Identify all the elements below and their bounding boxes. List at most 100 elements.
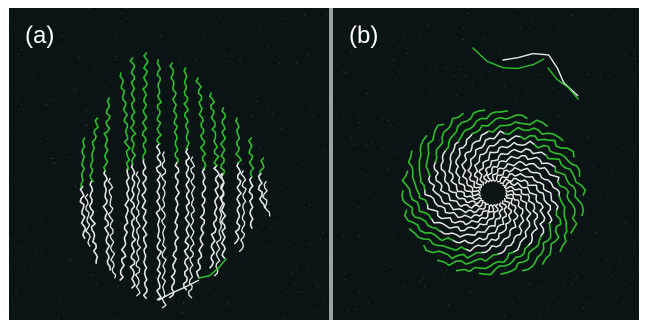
polymer-chain: [467, 130, 506, 191]
polymer-chain: [262, 180, 271, 217]
polymer-chain: [89, 117, 99, 183]
polymer-chain: [401, 170, 432, 220]
polymer-chain: [502, 52, 579, 97]
polymer-chain: [183, 67, 190, 150]
polymer-chain: [119, 72, 131, 171]
polymer-chain: [502, 180, 546, 237]
polymer-chain: [493, 166, 561, 198]
polymer-chain: [472, 47, 545, 70]
polymer-chain: [500, 235, 542, 275]
polymer-chain: [88, 180, 99, 264]
polymer-chain: [84, 193, 91, 247]
polymer-chain: [428, 174, 490, 214]
panel-b-label: (b): [349, 22, 379, 49]
polymer-chain: [439, 202, 504, 238]
polymer-chain: [198, 258, 227, 279]
polymer-chain: [455, 251, 515, 273]
polymer-chain: [503, 126, 564, 142]
polymer-chain: [440, 149, 484, 205]
polymer-chain: [490, 160, 560, 183]
polymer-chain: [208, 92, 220, 167]
panel-b: (b): [333, 8, 639, 320]
polymer-chain: [478, 140, 536, 186]
polymer-chain: [129, 163, 137, 289]
polymer-chain: [168, 161, 180, 299]
panel-a-label: (a): [25, 22, 55, 49]
polymer-chain: [455, 132, 481, 197]
polymer-chain: [160, 151, 167, 309]
polymer-chain: [545, 154, 587, 196]
polymer-chain: [448, 140, 483, 201]
panel-b-canvas: [333, 8, 639, 320]
polymer-chain: [141, 52, 149, 160]
polymer-chain: [238, 170, 247, 253]
panel-a: (a): [9, 8, 329, 320]
polymer-chain: [220, 173, 227, 259]
polymer-chain: [234, 162, 242, 245]
panel-a-canvas: [9, 8, 329, 320]
polymer-chain: [464, 197, 513, 252]
polymer-chain: [505, 189, 532, 253]
polymer-chain: [519, 134, 575, 158]
polymer-chain: [558, 195, 568, 252]
polymer-chain: [182, 148, 191, 291]
polymer-chain: [401, 190, 441, 233]
polymer-chain: [486, 154, 557, 183]
polymer-chain: [522, 223, 552, 272]
polymer-chain: [423, 188, 493, 219]
polymer-chain: [248, 176, 254, 229]
polymer-chain: [408, 228, 467, 252]
polymer-chain: [426, 203, 496, 226]
polymer-chain: [557, 181, 578, 234]
polymer-chain: [209, 164, 220, 269]
polymer-chain: [407, 150, 429, 206]
polymer-chain: [480, 195, 519, 254]
panel-divider: [329, 8, 333, 320]
polymer-chain: [169, 62, 179, 164]
polymer-chain: [471, 114, 528, 135]
polymer-chain: [434, 112, 464, 163]
polymer-chain: [258, 157, 265, 175]
polymer-chain: [158, 279, 200, 301]
polymer-chain: [461, 130, 490, 194]
polymer-chain: [473, 135, 522, 189]
polymer-chain: [129, 57, 137, 165]
polymer-chain: [79, 185, 87, 239]
polymer-chain: [219, 107, 227, 175]
polymer-chain: [444, 109, 486, 152]
polymer-chain: [134, 171, 142, 297]
polymer-chain: [451, 200, 508, 245]
polymer-chain: [478, 245, 530, 276]
polymer-chain: [496, 192, 525, 256]
polymer-chain: [156, 59, 163, 145]
polymer-chain: [503, 185, 539, 247]
polymer-chain: [187, 156, 196, 299]
polymer-chain: [430, 203, 499, 232]
polymer-chain: [107, 177, 117, 279]
polymer-chain: [235, 117, 242, 164]
polymer-chain: [119, 168, 130, 281]
polymer-chain: [533, 143, 581, 177]
polymer-chain: [248, 137, 255, 178]
polymer-chain: [195, 77, 207, 170]
background-noise: [333, 8, 639, 320]
polymer-chain: [433, 160, 487, 209]
background-noise: [9, 8, 329, 320]
polymer-chain: [499, 177, 553, 225]
polymer-chain: [437, 253, 499, 267]
polymer-chain: [457, 110, 509, 143]
aligned-chains: [79, 52, 271, 309]
polymer-chain: [541, 209, 562, 265]
polymer-chain: [487, 119, 548, 133]
polymer-chain: [554, 166, 585, 217]
polymer-chain: [103, 97, 111, 172]
spiral-chains: [401, 47, 587, 276]
polymer-chain: [80, 137, 86, 188]
polymer-chain: [155, 143, 163, 301]
polymer-chain: [483, 148, 547, 184]
polymer-chain: [418, 135, 428, 191]
polymer-chain: [141, 158, 148, 300]
polymer-chain: [102, 169, 111, 271]
polymer-chain: [423, 244, 483, 260]
polymer-chain: [195, 168, 207, 279]
